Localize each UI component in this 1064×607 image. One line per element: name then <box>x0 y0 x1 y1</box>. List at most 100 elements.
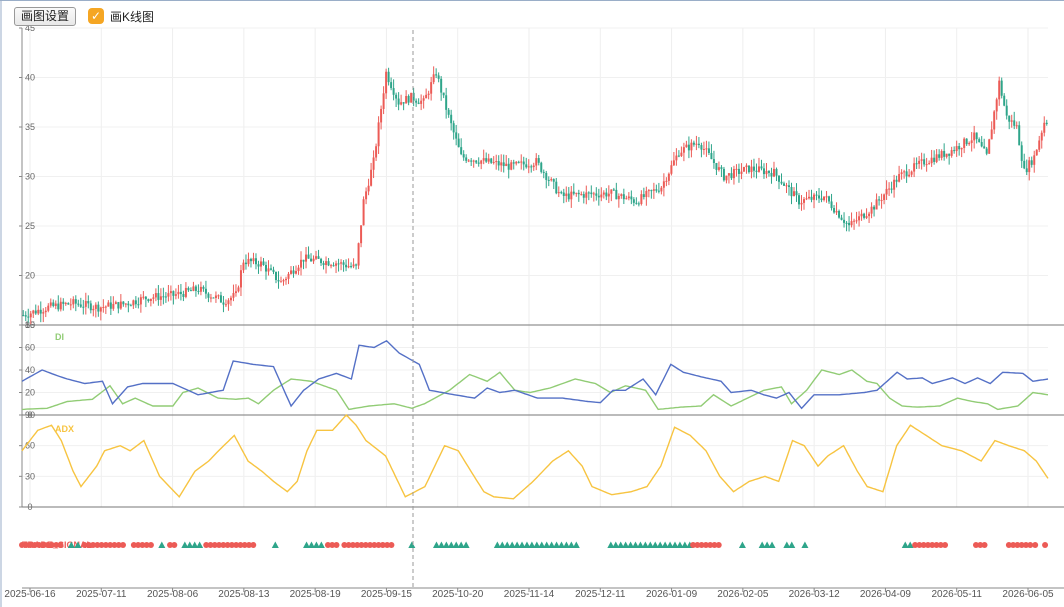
candle-body <box>282 280 285 282</box>
candle-body <box>757 166 760 172</box>
candle-body <box>930 157 933 164</box>
candle-body <box>677 155 680 157</box>
buy-signal-marker <box>432 541 440 548</box>
candle-body <box>602 192 605 195</box>
candle-body <box>625 198 628 200</box>
sell-signal-marker <box>48 542 55 548</box>
candle-body <box>109 302 112 309</box>
candle-body <box>727 173 730 176</box>
candle-body <box>808 196 811 199</box>
candle-body <box>825 196 828 198</box>
candle-body <box>1045 122 1048 125</box>
candle-body <box>490 158 493 163</box>
chart-settings-button[interactable]: 画图设置 <box>14 6 77 26</box>
candle-body <box>908 174 911 177</box>
candle-body <box>127 303 130 306</box>
di-y-tick-label: 60 <box>25 343 35 353</box>
candle-body <box>217 295 220 297</box>
candle-body <box>800 202 803 205</box>
candle-body <box>510 162 513 170</box>
candle-body <box>535 158 538 166</box>
candle-body <box>377 122 380 147</box>
candle-body <box>425 94 428 99</box>
candle-body <box>505 163 508 167</box>
candle-body <box>107 302 110 307</box>
candle-body <box>340 262 343 264</box>
candle-body <box>1015 125 1018 127</box>
candle-body <box>497 161 500 166</box>
sell-signal-marker <box>53 542 60 548</box>
sell-signal-marker <box>916 542 923 548</box>
sell-signal-marker <box>1042 542 1049 548</box>
candle-body <box>442 92 445 96</box>
candle-body <box>172 291 175 296</box>
candle-body <box>67 303 70 305</box>
candle-body <box>660 187 663 192</box>
candle-body <box>975 132 978 140</box>
candle-body <box>710 152 713 160</box>
sell-signal-marker <box>388 542 395 548</box>
kline-toggle[interactable]: ✓ 画K线图 <box>88 8 154 25</box>
candle-body <box>447 109 450 115</box>
candle-body <box>312 258 315 262</box>
candle-body <box>605 192 608 197</box>
candle-body <box>117 302 120 309</box>
candle-body <box>617 195 620 200</box>
sell-signal-marker <box>349 542 356 548</box>
x-tick-label: 2026-02-05 <box>717 589 769 600</box>
candle-body <box>965 138 968 145</box>
candle-body <box>495 161 498 163</box>
sell-signal-marker <box>324 542 331 548</box>
candle-body <box>910 171 913 175</box>
candle-body <box>482 158 485 161</box>
candle-body <box>860 213 863 217</box>
candle-body <box>840 217 843 220</box>
price-y-tick-label: 20 <box>25 271 35 281</box>
sell-signal-marker <box>115 542 122 548</box>
candle-body <box>950 150 953 156</box>
candle-body <box>530 166 533 168</box>
candle-body <box>1035 149 1038 156</box>
candle-body <box>780 181 783 184</box>
buy-signal-marker <box>557 541 565 548</box>
candle-body <box>890 188 893 190</box>
candle-body <box>229 297 232 301</box>
buy-signal-marker <box>676 541 684 548</box>
candle-body <box>297 267 300 272</box>
candle-body <box>760 166 763 169</box>
candle-body <box>252 258 255 262</box>
candle-body <box>632 199 635 203</box>
candle-body <box>1040 132 1043 141</box>
candle-body <box>895 179 898 182</box>
candle-body <box>327 261 330 266</box>
x-tick-label: 2025-07-11 <box>76 589 127 600</box>
candle-body <box>102 306 105 308</box>
candle-body <box>745 165 748 168</box>
candle-body <box>953 150 956 152</box>
sell-signal-marker <box>40 542 47 548</box>
x-tick-label: 2025-08-06 <box>147 589 199 600</box>
sell-signal-marker <box>690 542 697 548</box>
buy-signal-marker <box>768 541 776 548</box>
sell-signal-marker <box>27 542 34 548</box>
candle-body <box>302 259 305 262</box>
sell-signal-marker <box>341 542 348 548</box>
buy-signal-marker <box>518 541 526 548</box>
candle-body <box>149 298 152 301</box>
candle-body <box>134 300 137 305</box>
candle-body <box>154 293 157 298</box>
checkmark-icon[interactable]: ✓ <box>88 8 105 24</box>
candle-body <box>350 266 353 268</box>
candle-body <box>765 170 768 175</box>
sell-signal-marker <box>924 542 931 548</box>
buy-signal-marker <box>627 541 635 548</box>
candle-body <box>810 196 813 200</box>
candle-body <box>1013 120 1016 126</box>
candle-body <box>84 301 87 307</box>
candle-body <box>194 286 197 291</box>
sell-signal-marker <box>942 542 949 548</box>
candle-body <box>610 189 613 194</box>
candle-body <box>580 194 583 196</box>
candle-body <box>775 168 778 176</box>
candle-body <box>32 310 35 314</box>
